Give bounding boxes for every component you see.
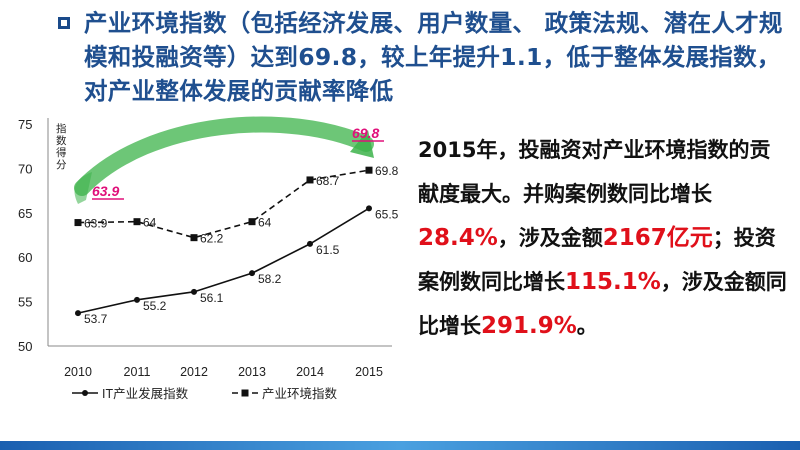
slide-title: 产业环境指数（包括经济发展、用户数量、 政策法规、潜在人才规模和投融资等）达到6… <box>84 9 783 105</box>
data-label: 63.9 <box>84 217 108 231</box>
data-point <box>74 219 82 227</box>
legend-marker-dashed <box>241 389 249 397</box>
side-text-2: ，涉及金额 <box>497 226 603 250</box>
highlight-amount-growth: 291.9% <box>481 313 577 339</box>
y-tick-label: 70 <box>18 161 32 176</box>
y-tick-label: 75 <box>18 117 32 132</box>
y-tick-label: 60 <box>18 250 32 265</box>
y-axis-label-char: 数 <box>56 134 67 147</box>
x-tick-label: 2014 <box>296 365 324 379</box>
x-tick-label: 2015 <box>355 365 383 379</box>
data-label: 69.8 <box>375 164 399 178</box>
trend-arrow-tail-icon <box>74 172 92 204</box>
annotation-start: 63.9 <box>92 183 119 199</box>
data-label: 62.2 <box>200 232 224 246</box>
data-point <box>249 270 255 277</box>
x-tick-label: 2011 <box>124 365 151 379</box>
y-axis-label-char: 得 <box>56 147 67 159</box>
data-point <box>366 205 372 212</box>
y-axis-label-char: 指 <box>56 122 67 135</box>
x-tick-label: 2013 <box>238 365 266 379</box>
data-label: 56.1 <box>200 291 224 305</box>
trend-arrow-icon <box>74 116 374 196</box>
highlight-merger-growth: 28.4% <box>418 225 498 251</box>
side-text-4: ，涉及金额同比增长 <box>418 270 787 338</box>
data-label: 61.5 <box>316 243 340 257</box>
legend-label: 产业环境指数 <box>262 386 338 401</box>
data-point <box>75 310 81 317</box>
data-label: 55.2 <box>143 299 167 313</box>
side-text: 2015年，投融资对产业环境指数的贡献度最大。并购案例数同比增长28.4%，涉及… <box>418 128 788 348</box>
title-bullet-icon <box>58 17 70 29</box>
series-line-1 <box>77 207 370 314</box>
data-point <box>133 218 141 226</box>
data-label: 65.5 <box>375 207 399 221</box>
data-point <box>365 166 373 174</box>
highlight-investment-growth: 115.1% <box>565 269 661 295</box>
data-point <box>191 288 197 295</box>
y-tick-label: 65 <box>18 206 32 221</box>
annotation-end: 69.8 <box>352 125 379 141</box>
side-text-3: ；投资案例数同比增长 <box>418 226 776 294</box>
data-label: 68.7 <box>316 174 340 188</box>
data-point <box>248 218 256 226</box>
side-text-5: 。 <box>576 314 598 338</box>
data-point <box>306 176 314 184</box>
legend-marker-solid <box>82 390 88 396</box>
data-point <box>134 296 140 303</box>
y-tick-label: 55 <box>18 295 32 310</box>
y-axis-label-char: 分 <box>56 159 67 171</box>
highlight-merger-amount: 2167亿元 <box>602 225 713 251</box>
data-label: 58.2 <box>258 272 282 286</box>
data-point <box>307 240 313 247</box>
data-label: 53.7 <box>84 312 108 326</box>
data-point <box>190 234 198 242</box>
data-label: 64 <box>258 216 272 230</box>
trend-arrow-head-icon <box>350 130 374 158</box>
bottom-bar <box>0 441 800 450</box>
legend-label: IT产业发展指数 <box>102 386 189 401</box>
x-tick-label: 2010 <box>64 365 92 379</box>
data-label: 64 <box>143 216 157 230</box>
side-text-1: 2015年，投融资对产业环境指数的贡献度最大。并购案例数同比增长 <box>418 138 771 206</box>
x-tick-label: 2012 <box>180 365 208 379</box>
y-tick-label: 50 <box>18 339 32 354</box>
